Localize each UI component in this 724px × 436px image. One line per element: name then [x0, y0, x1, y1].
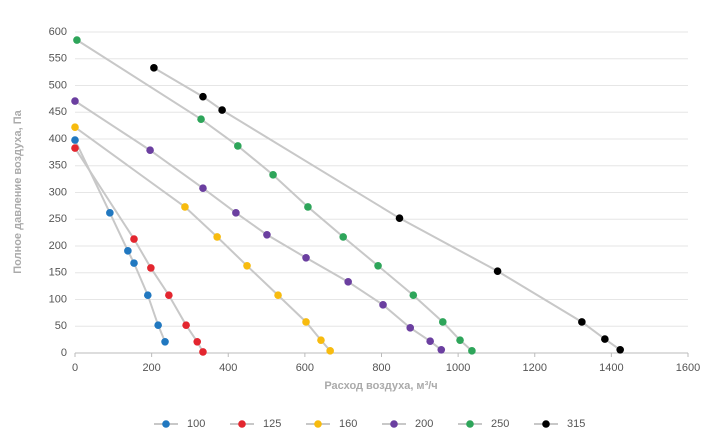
- data-point: [106, 209, 114, 217]
- data-point: [437, 345, 446, 354]
- y-tick-label: 200: [49, 240, 67, 252]
- x-tick-label: 400: [219, 362, 237, 374]
- data-point: [124, 247, 132, 255]
- data-point: [263, 230, 271, 239]
- data-point: [150, 64, 158, 72]
- data-point: [161, 337, 169, 346]
- y-axis-label: Полное давление воздуха, Па: [12, 109, 24, 273]
- data-point: [193, 337, 202, 346]
- series-line: [74, 147, 204, 353]
- data-point: [302, 253, 310, 262]
- series-line: [153, 66, 621, 351]
- data-point: [199, 184, 207, 193]
- data-point: [339, 233, 347, 241]
- data-point: [182, 321, 190, 329]
- data-point: [493, 267, 502, 275]
- data-point: [456, 336, 464, 344]
- data-point: [71, 123, 79, 132]
- data-point: [197, 115, 205, 124]
- legend-marker: [314, 420, 322, 428]
- y-tick-label: 450: [49, 106, 67, 118]
- x-tick-label: 0: [72, 362, 78, 374]
- data-point: [143, 291, 152, 300]
- data-point: [395, 214, 404, 222]
- y-tick-label: 350: [49, 160, 67, 172]
- series-line: [74, 100, 442, 351]
- legend-marker: [390, 420, 398, 428]
- legend-marker: [238, 420, 246, 428]
- data-point: [304, 203, 312, 211]
- data-point: [274, 291, 282, 300]
- data-point: [73, 36, 81, 44]
- y-tick-label: 0: [61, 347, 67, 359]
- legend-label: 200: [415, 418, 433, 430]
- data-point: [146, 146, 154, 155]
- data-point: [154, 321, 162, 329]
- y-tick-label: 500: [49, 79, 67, 91]
- data-point: [234, 142, 242, 150]
- series-line: [76, 39, 473, 352]
- y-tick-label: 300: [49, 186, 67, 198]
- data-point: [374, 261, 382, 270]
- x-tick-label: 1000: [446, 362, 470, 374]
- data-point: [439, 318, 447, 326]
- data-point: [147, 264, 155, 272]
- data-point: [213, 233, 221, 241]
- x-tick-label: 1400: [599, 362, 623, 374]
- data-point: [199, 92, 207, 101]
- x-tick-label: 1200: [523, 362, 547, 374]
- x-axis-label: Расход воздуха, м³/ч: [324, 380, 437, 392]
- data-point: [406, 324, 415, 332]
- y-tick-label: 250: [49, 213, 67, 225]
- data-point: [243, 261, 251, 270]
- x-tick-label: 600: [296, 362, 314, 374]
- legend-marker: [542, 420, 550, 428]
- y-tick-label: 50: [55, 320, 67, 332]
- data-point: [426, 337, 434, 346]
- x-tick-label: 800: [372, 362, 390, 374]
- data-point: [578, 318, 586, 326]
- legend-label: 160: [339, 418, 357, 430]
- legend-marker: [466, 420, 474, 428]
- data-point: [71, 144, 79, 152]
- data-point: [130, 235, 138, 243]
- legend-label: 100: [187, 418, 205, 430]
- data-point: [379, 301, 387, 309]
- legend-label: 125: [263, 418, 281, 430]
- data-point: [409, 291, 418, 300]
- y-tick-label: 100: [49, 293, 67, 305]
- y-tick-label: 600: [49, 26, 67, 38]
- data-point: [302, 318, 310, 326]
- data-point: [181, 203, 189, 211]
- y-tick-label: 550: [49, 53, 67, 65]
- y-tick-label: 400: [49, 133, 67, 145]
- data-point: [269, 171, 277, 179]
- x-tick-label: 200: [142, 362, 160, 374]
- x-tick-label: 1600: [676, 362, 700, 374]
- data-point: [317, 336, 325, 344]
- series-line: [74, 126, 331, 352]
- data-point: [468, 347, 476, 355]
- data-point: [165, 291, 173, 300]
- data-point: [232, 209, 240, 217]
- y-tick-label: 150: [49, 267, 67, 279]
- data-point: [344, 278, 352, 286]
- legend-label: 250: [491, 418, 509, 430]
- data-point: [71, 136, 79, 144]
- data-point: [218, 106, 226, 114]
- data-point: [601, 335, 609, 343]
- legend-label: 315: [567, 418, 585, 430]
- legend-marker: [162, 420, 170, 428]
- data-point: [616, 345, 624, 354]
- data-point: [199, 348, 207, 356]
- data-point: [130, 259, 138, 267]
- data-point: [71, 97, 79, 105]
- data-point: [326, 347, 334, 355]
